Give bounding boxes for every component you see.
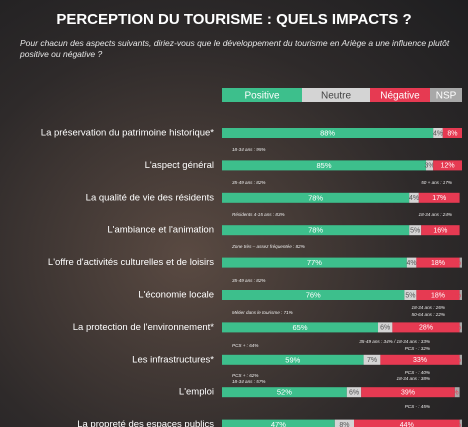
legend-label: Positive	[244, 91, 279, 102]
category-label: La préservation du patrimoine historique…	[41, 128, 215, 139]
category-label: La qualité de vie des résidents	[86, 192, 215, 203]
category-label: L'ambiance et l'animation	[107, 225, 214, 236]
value-label: 59%	[285, 355, 300, 364]
page: PERCEPTION DU TOURISME : QUELS IMPACTS ?…	[0, 0, 468, 427]
value-label: 4%	[433, 130, 443, 137]
value-label: 2%	[448, 390, 458, 397]
value-label: 1%	[451, 325, 461, 332]
annotation: 18-34 ans : 26%	[412, 305, 445, 310]
annotation: PCS - : 45%	[405, 404, 430, 409]
value-label: 3%	[425, 163, 435, 170]
value-label: 65%	[292, 323, 307, 332]
category-label: Les infrastructures*	[132, 354, 214, 365]
category-label: La propreté des espaces publics	[77, 419, 214, 427]
annotation: 18-34 ans : 24%	[419, 212, 452, 217]
value-label: 7%	[367, 357, 377, 364]
value-label: 1%	[451, 292, 461, 299]
annotation: 18-34 ans : 57%	[232, 379, 265, 384]
value-label: 44%	[400, 422, 414, 427]
value-label: 18%	[431, 260, 445, 267]
value-label: 76%	[306, 290, 321, 299]
value-label: 1%	[451, 422, 461, 427]
category-label: L'offre d'activités culturelles et de lo…	[48, 257, 214, 268]
annotation: Zone très – assez fréquentée : 82%	[231, 244, 305, 249]
category-label: La protection de l'environnement*	[73, 322, 215, 333]
value-label: 4%	[407, 260, 417, 267]
value-label: 33%	[413, 357, 427, 364]
annotation: PCS - : 40%	[405, 370, 430, 375]
value-label: 1%	[451, 357, 461, 364]
annotation: 50 + ans : 17%	[421, 180, 452, 185]
value-label: 17%	[432, 195, 446, 202]
value-label: 88%	[320, 128, 335, 137]
value-label: 1%	[451, 260, 461, 267]
value-label: 8%	[447, 130, 457, 137]
chart: PERCEPTION DU TOURISME : QUELS IMPACTS ?…	[0, 0, 468, 427]
value-label: 6%	[380, 325, 390, 332]
annotation: 50-64 ans : 22%	[412, 312, 445, 317]
value-label: 85%	[316, 161, 331, 170]
annotation: PCS - : 32%	[405, 346, 430, 351]
category-label: L'économie locale	[138, 290, 214, 301]
annotation: 35-49 ans : 34% / 18-34 ans : 33%	[359, 339, 430, 344]
annotation: PCS + : 64%	[232, 343, 258, 348]
annotation: Métier dans le tourisme : 71%	[232, 310, 293, 315]
value-label: 5%	[405, 292, 415, 299]
legend-label: Négative	[380, 91, 420, 102]
chart-subtitle: Pour chacun des aspects suivants, diriez…	[20, 38, 460, 60]
value-label: 52%	[277, 388, 292, 397]
annotation: 35-49 ans : 82%	[232, 180, 265, 185]
annotation: Résidents 4-15 ans : 83%	[232, 212, 285, 217]
value-label: 6%	[349, 390, 359, 397]
value-label: 28%	[419, 325, 433, 332]
value-label: 78%	[308, 193, 323, 202]
value-label: 16%	[433, 228, 447, 235]
annotation: 18-34 ans : 95%	[232, 147, 265, 152]
value-label: 47%	[271, 420, 286, 427]
value-label: 5%	[410, 228, 420, 235]
value-label: 12%	[441, 163, 455, 170]
value-label: 8%	[339, 422, 349, 427]
annotation: PCS + : 62%	[232, 373, 258, 378]
legend-label: NSP	[436, 91, 457, 102]
chart-title: PERCEPTION DU TOURISME : QUELS IMPACTS ?	[56, 11, 411, 28]
value-label: 4%	[409, 195, 419, 202]
annotation: 35-49 ans : 82%	[232, 278, 265, 283]
category-label: L'emploi	[179, 387, 214, 398]
value-label: 18%	[431, 292, 445, 299]
legend-label: Neutre	[321, 91, 351, 102]
value-label: 78%	[308, 226, 323, 235]
category-label: L'aspect général	[145, 160, 214, 171]
value-label: 39%	[401, 390, 415, 397]
value-label: 77%	[307, 258, 322, 267]
annotation: 18-34 ans : 38%	[397, 376, 430, 381]
